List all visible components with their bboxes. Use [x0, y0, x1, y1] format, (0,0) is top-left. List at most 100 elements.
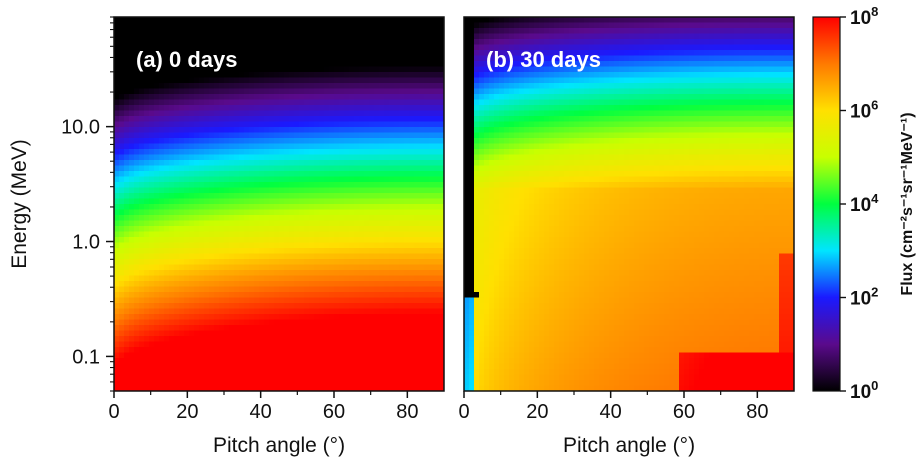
heat-cell-a [314, 160, 320, 167]
heat-cell-a [269, 330, 275, 337]
heat-cell-a [239, 259, 245, 266]
heat-cell-a [204, 341, 210, 348]
heat-cell-b [594, 44, 600, 51]
heat-cell-a [414, 253, 420, 260]
heat-cell-a [164, 110, 170, 117]
heat-cell-a [334, 292, 340, 299]
heat-cell-a [369, 28, 375, 35]
heat-cell-a [279, 110, 285, 117]
heat-cell-a [304, 275, 310, 282]
heat-cell-a [344, 88, 350, 95]
heat-cell-a [294, 66, 300, 73]
heat-cell-a [324, 264, 330, 271]
heat-cell-a [149, 22, 155, 29]
heat-cell-a [244, 28, 250, 35]
heat-cell-a [369, 237, 375, 244]
heat-cell-a [159, 369, 165, 376]
heat-cell-b [774, 44, 780, 51]
heat-cell-a [334, 259, 340, 266]
heat-cell-a [414, 341, 420, 348]
heat-cell-a [174, 308, 180, 315]
heat-cell-a [304, 204, 310, 211]
heat-cell-a [134, 50, 140, 57]
x-axis-label-a: Pitch angle (°) [213, 434, 345, 457]
heat-cell-a [144, 308, 150, 315]
heat-cell-a [339, 385, 345, 391]
heat-cell-b [789, 39, 794, 46]
heat-cell-a [309, 341, 315, 348]
heat-cell-a [344, 330, 350, 337]
heat-cell-a [369, 66, 375, 73]
heat-cell-a [164, 330, 170, 337]
heat-cell-a [359, 270, 365, 277]
heat-cell-a [414, 88, 420, 95]
heat-cell-a [279, 39, 285, 46]
heat-cell-a [334, 143, 340, 150]
heat-cell-a [194, 385, 200, 391]
heat-cell-b [739, 22, 745, 29]
heat-cell-b [644, 44, 650, 51]
heat-cell-a [209, 369, 215, 376]
heat-cell-a [394, 209, 400, 216]
heat-cell-a [324, 44, 330, 51]
heat-cell-a [239, 72, 245, 79]
heat-cell-a [429, 330, 435, 337]
heat-cell-a [399, 215, 405, 222]
heat-cell-a [354, 193, 360, 200]
heat-cell-a [259, 336, 265, 343]
heat-cell-a [249, 154, 255, 161]
heat-cell-b [624, 44, 630, 51]
heat-cell-a [129, 248, 135, 255]
heat-cell-a [384, 105, 390, 112]
heat-cell-a [134, 182, 140, 189]
heat-cell-a [114, 187, 120, 194]
heat-cell-a [404, 154, 410, 161]
heat-cell-a [284, 380, 290, 387]
heat-cell-a [249, 44, 255, 51]
heat-cell-a [354, 61, 360, 68]
heat-cell-a [149, 176, 155, 183]
heat-cell-a [224, 165, 230, 172]
heat-cell-a [189, 347, 195, 354]
heat-cell-a [414, 358, 420, 365]
heat-cell-a [414, 352, 420, 359]
heat-cell-a [384, 94, 390, 101]
heat-cell-a [234, 209, 240, 216]
heat-cell-a [404, 33, 410, 40]
heat-cell-a [329, 369, 335, 376]
heat-cell-a [364, 44, 370, 51]
heat-cell-a [299, 380, 305, 387]
heat-cell-a [304, 77, 310, 84]
heat-cell-a [249, 99, 255, 106]
heat-cell-b [784, 28, 790, 35]
heat-cell-a [214, 363, 220, 370]
heat-cell-a [264, 143, 270, 150]
heat-cell-a [284, 88, 290, 95]
heat-cell-a [194, 39, 200, 46]
heat-cell-a [419, 105, 425, 112]
heat-cell-a [274, 303, 280, 310]
heat-cell-a [394, 17, 400, 24]
heat-cell-a [114, 215, 120, 222]
heat-cell-a [129, 88, 135, 95]
heat-cell-a [389, 319, 395, 326]
heat-cell-a [124, 187, 130, 194]
heat-cell-a [159, 220, 165, 227]
heat-cell-a [129, 61, 135, 68]
heat-cell-a [199, 176, 205, 183]
heat-cell-a [179, 363, 185, 370]
heat-cell-a [234, 77, 240, 84]
heat-cell-a [339, 275, 345, 282]
heat-cell-b [484, 44, 490, 51]
heat-cell-a [439, 39, 444, 46]
heat-cell-a [264, 314, 270, 321]
heat-cell-a [349, 363, 355, 370]
heat-cell-a [164, 347, 170, 354]
heat-cell-a [159, 204, 165, 211]
heat-cell-a [154, 127, 160, 134]
heat-cell-b [579, 39, 585, 46]
heat-cell-a [169, 286, 175, 293]
heat-cell-a [289, 358, 295, 365]
heat-cell-a [124, 325, 130, 332]
heat-cell-a [149, 193, 155, 200]
